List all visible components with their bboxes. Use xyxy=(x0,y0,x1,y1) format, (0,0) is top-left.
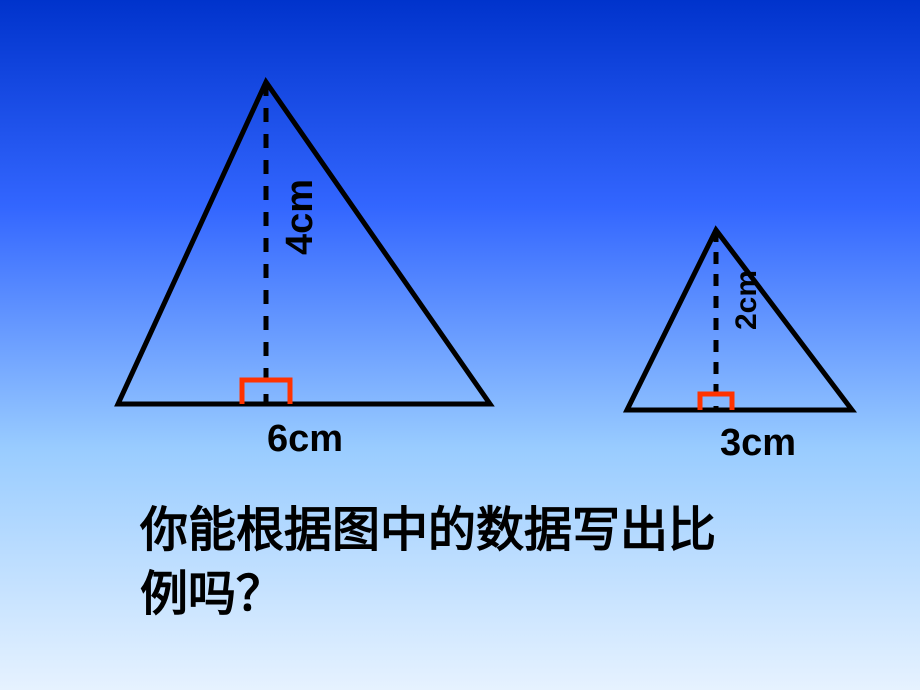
large-base-label: 6cm xyxy=(267,418,343,461)
question-line1: 你能根据图中的数据写出比 xyxy=(140,490,716,560)
large-height-label: 4cm xyxy=(279,179,322,255)
question-line2: 例吗？ xyxy=(140,554,284,624)
small-base-label: 3cm xyxy=(720,422,796,465)
small-height-label: 2cm xyxy=(730,270,764,330)
